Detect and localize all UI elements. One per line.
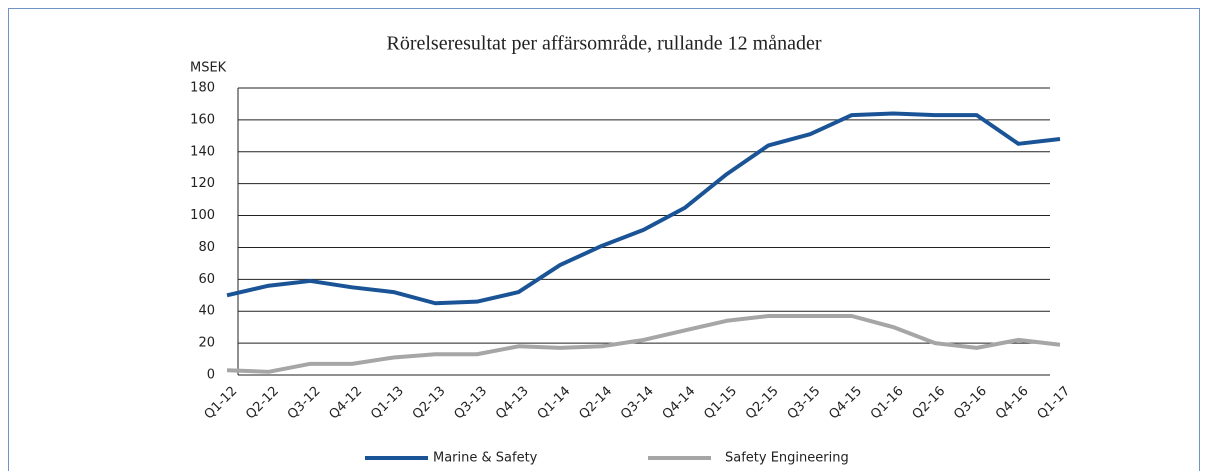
x-tick-label: Q1-13 [368,384,407,423]
x-tick-label: Q1-12 [202,384,241,423]
y-tick-label: 0 [207,368,215,383]
x-tick-label: Q2-13 [410,384,449,423]
x-tick-label: Q1-17 [1035,384,1074,423]
x-tick-label: Q1-15 [701,384,740,423]
x-tick-label: Q4-13 [493,384,532,423]
x-tick-label: Q3-13 [451,384,490,423]
chart-title: Rörelseresultat per affärsområde, rullan… [387,33,822,55]
y-tick-label: 40 [198,304,215,319]
x-tick-label: Q2-16 [910,384,949,423]
y-tick-label: 180 [190,81,215,96]
series-line [226,111,1061,306]
x-tick-label: Q4-14 [660,384,699,423]
x-tick-label: Q3-16 [951,384,990,423]
x-tick-label: Q4-12 [327,384,366,423]
y-tick-label: 80 [198,240,215,255]
y-tick-label: 60 [198,272,215,287]
x-tick-label: Q4-15 [826,384,865,423]
x-tick-label: Q3-15 [785,384,824,423]
series-line [226,314,1061,374]
y-tick-label: 20 [198,336,215,351]
y-tick-label: 120 [190,176,215,191]
x-tick-label: Q4-16 [993,384,1032,423]
legend-label: Marine & Safety [433,451,538,466]
x-tick-label: Q1-16 [868,384,907,423]
x-tick-label: Q2-12 [243,384,282,423]
legend-label: Safety Engineering [725,451,849,466]
x-tick-label: Q1-14 [535,384,574,423]
x-tick-label: Q2-15 [743,384,782,423]
x-tick-label: Q3-12 [285,384,324,423]
x-tick-label: Q3-14 [618,384,657,423]
frame [8,8,1200,471]
y-tick-label: 140 [190,144,215,159]
y-tick-label: 100 [190,208,215,223]
y-axis-label: MSEK [190,61,227,76]
x-tick-label: Q2-14 [576,384,615,423]
y-tick-label: 160 [190,112,215,127]
